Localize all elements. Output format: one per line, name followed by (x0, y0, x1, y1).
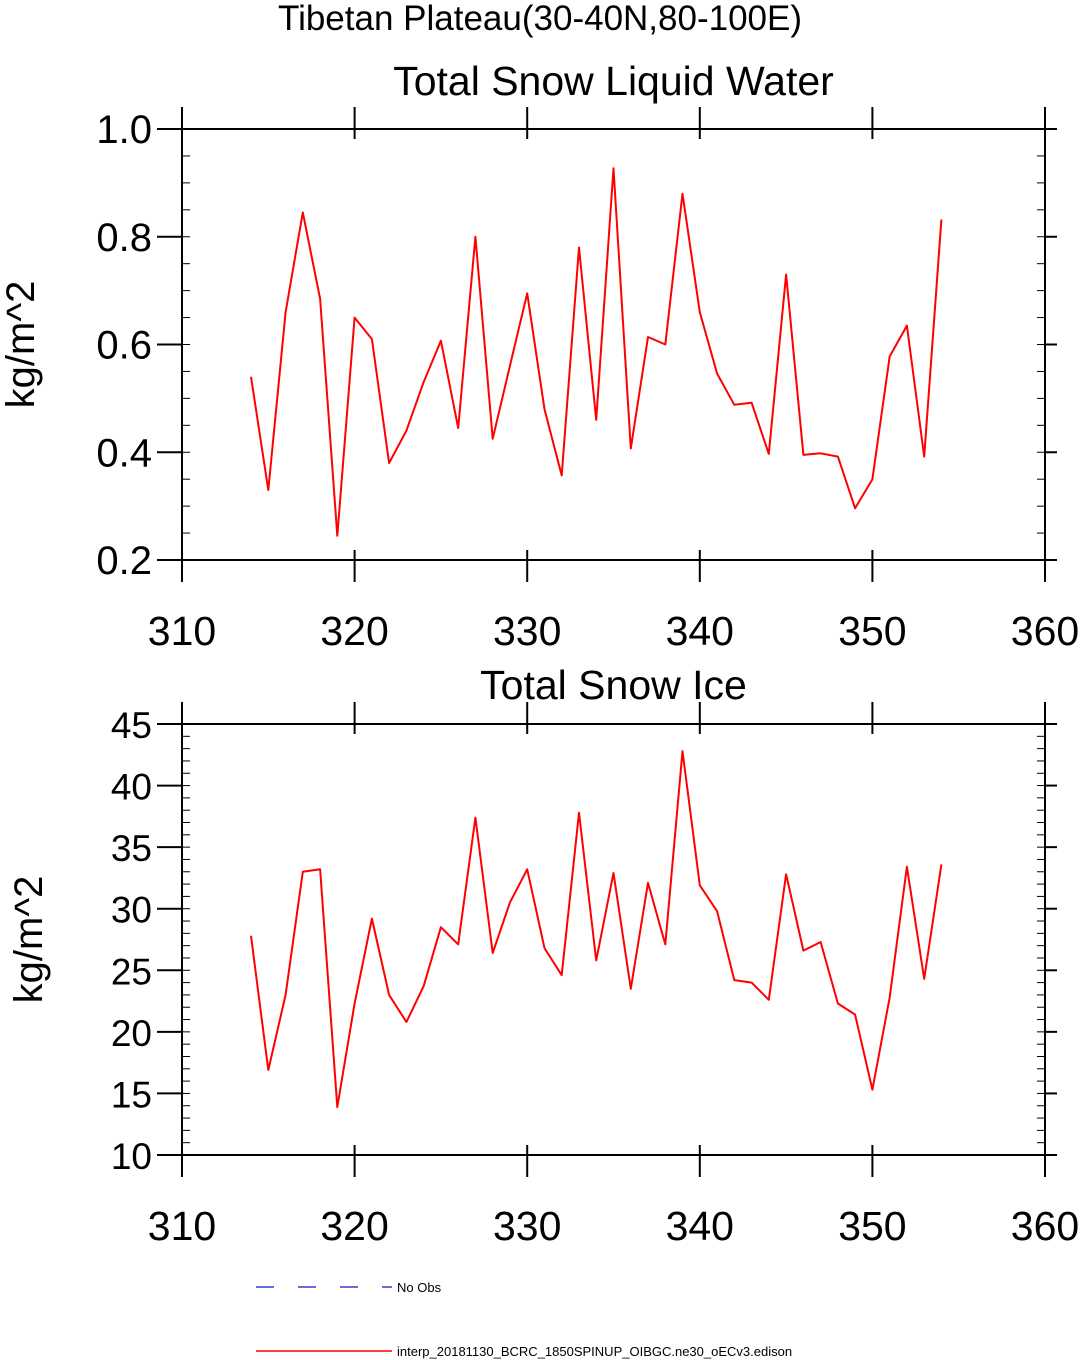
x-tick-label: 310 (148, 608, 216, 654)
suptitle: Tibetan Plateau(30-40N,80-100E) (278, 0, 802, 38)
x-tick-label: 360 (1011, 1203, 1079, 1249)
y-tick-label: 10 (111, 1136, 152, 1177)
series-line (250, 167, 943, 537)
x-tick-label: 320 (320, 608, 388, 654)
x-tick-label: 330 (493, 608, 561, 654)
x-tick-label: 340 (666, 608, 734, 654)
legend: No Obs interp_20181130_BCRC_1850SPINUP_O… (256, 1280, 792, 1359)
y-tick-label: 0.8 (96, 216, 152, 260)
y-axis-label: kg/m^2 (7, 876, 51, 1004)
y-axis-label: kg/m^2 (0, 281, 43, 409)
y-tick-label: 20 (111, 1013, 152, 1054)
y-tick-label: 1.0 (96, 108, 152, 152)
x-tick-label: 350 (838, 608, 906, 654)
y-tick-label: 45 (111, 705, 152, 746)
y-tick-label: 30 (111, 890, 152, 931)
y-tick-label: 15 (111, 1074, 152, 1115)
y-tick-label: 0.2 (96, 539, 152, 583)
plot-frame (181, 128, 1046, 561)
y-tick-label: 40 (111, 767, 152, 808)
y-tick-label: 35 (111, 828, 152, 869)
x-tick-label: 350 (838, 1203, 906, 1249)
series-line (250, 750, 943, 1108)
x-tick-label: 320 (320, 1203, 388, 1249)
x-tick-label: 310 (148, 1203, 216, 1249)
x-tick-label: 340 (666, 1203, 734, 1249)
legend-model-label: interp_20181130_BCRC_1850SPINUP_OIBGC.ne… (397, 1344, 792, 1359)
chart-panel-snow-ice: Total Snow Ice kg/m^2 10 15 20 25 30 35 40 45 310 3… (7, 662, 1079, 1249)
y-tick-label: 0.6 (96, 324, 152, 368)
x-tick-label: 330 (493, 1203, 561, 1249)
chart-title: Total Snow Liquid Water (393, 58, 834, 104)
chart-panel-liquid-water: Total Snow Liquid Water kg/m^2 0.2 0.4 0.6 0.… (0, 58, 1079, 654)
y-tick-label: 0.4 (96, 431, 152, 475)
y-tick-label: 25 (111, 951, 152, 992)
x-tick-label: 360 (1011, 608, 1079, 654)
chart-title: Total Snow Ice (480, 662, 747, 708)
plot-frame (181, 723, 1046, 1156)
legend-obs-label: No Obs (397, 1280, 442, 1295)
